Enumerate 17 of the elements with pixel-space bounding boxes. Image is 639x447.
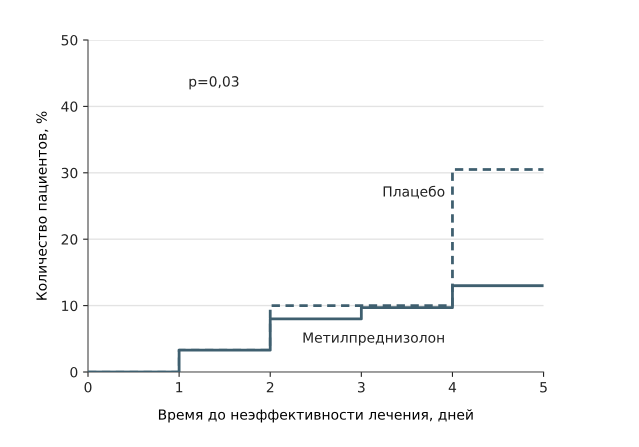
y-tick-label: 20 xyxy=(62,234,78,245)
x-tick-label: 3 xyxy=(358,382,365,392)
annotation: p=0,03 xyxy=(189,76,238,90)
y-tick-label: 0 xyxy=(70,366,78,378)
y-tick-label: 50 xyxy=(62,34,78,46)
series-label: Плацебо xyxy=(384,186,444,198)
x-axis-title: Время до неэффективности лечения, дней xyxy=(158,409,473,422)
y-tick-label: 30 xyxy=(62,168,78,178)
x-tick-label: 1 xyxy=(176,382,182,392)
x-tick-label: 0 xyxy=(84,382,92,392)
x-tick-label: 5 xyxy=(540,382,547,392)
x-tick-label: 4 xyxy=(448,382,456,392)
y-tick-label: 40 xyxy=(61,101,78,112)
series-label: Метилпреднизолон xyxy=(304,332,444,346)
y-axis-title: Количество пациентов, % xyxy=(36,112,49,300)
y-tick-label: 10 xyxy=(62,300,78,312)
x-tick-label: 2 xyxy=(266,382,274,392)
